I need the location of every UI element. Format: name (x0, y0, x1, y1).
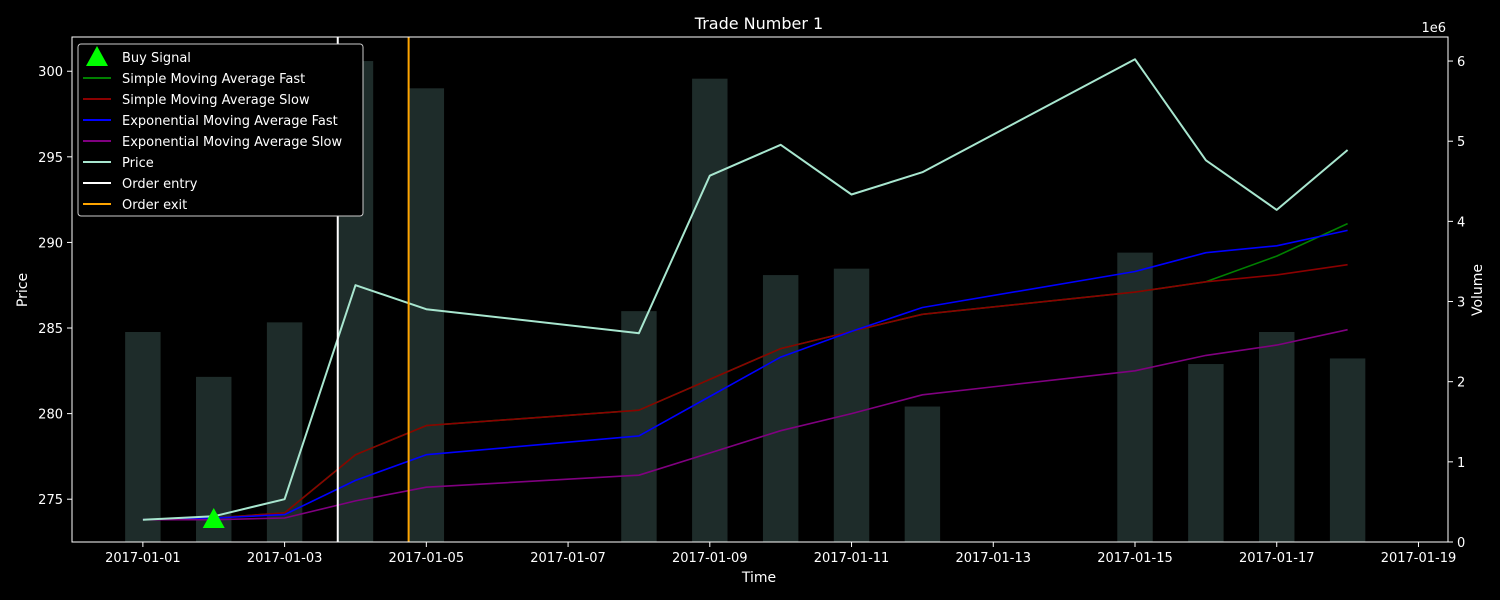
volume-bar (408, 88, 445, 543)
volume-bar (1259, 331, 1295, 542)
legend-box (77, 43, 364, 217)
legend-label: Order entry (122, 177, 198, 192)
x-tick-label: 2017-01-01 (105, 551, 181, 566)
plot-frame (71, 36, 1449, 543)
y-axis-label: Price (15, 273, 31, 307)
chart-title: Trade Number 1 (694, 14, 823, 33)
axes: 2017-01-01 2017-01-03 2017-01-05 2017-01-07… (38, 36, 1465, 566)
volume-bar (1188, 364, 1224, 542)
y2-tick-label: 5 (1457, 135, 1465, 150)
series-line-price (142, 58, 1349, 521)
y-tick-label: 275 (38, 493, 63, 508)
x-tick-label: 2017-01-05 (389, 551, 465, 566)
y2-tick-label: 6 (1457, 55, 1465, 70)
legend-swatch-marker (86, 46, 108, 66)
volume-bar (266, 322, 303, 542)
y-tick-label: 285 (38, 322, 63, 337)
legend-label: Simple Moving Average Fast (122, 72, 305, 87)
y-tick-label: 290 (38, 236, 63, 251)
volume-bar (621, 311, 657, 542)
volume-bar (833, 268, 870, 542)
series-line-exponential-moving-average-fast (142, 229, 1348, 521)
volume-bar (904, 406, 941, 542)
y2-axis-label: Volume (1470, 264, 1486, 316)
y-tick-label: 280 (38, 408, 63, 423)
series-line-exponential-moving-average-slow (142, 328, 1348, 521)
y2-tick-label: 4 (1457, 215, 1465, 230)
volume-bar (125, 331, 161, 542)
x-tick-label: 2017-01-17 (1239, 551, 1315, 566)
legend-label: Simple Moving Average Slow (122, 93, 310, 108)
legend-label: Exponential Moving Average Fast (122, 114, 338, 129)
y2-tick-label: 3 (1457, 296, 1465, 311)
legend-label: Buy Signal (122, 51, 191, 66)
y2-tick-label: 2 (1457, 376, 1465, 391)
volume-bar (692, 78, 728, 542)
y2-tick-label: 0 (1457, 536, 1465, 551)
y-tick-label: 295 (38, 151, 63, 166)
y-tick-label: 300 (38, 65, 63, 80)
x-tick-label: 2017-01-09 (672, 551, 748, 566)
volume-bars (125, 61, 1366, 543)
x-tick-label: 2017-01-11 (814, 551, 890, 566)
volume-bar (762, 275, 799, 542)
series-lines (142, 58, 1349, 521)
x-tick-label: 2017-01-03 (247, 551, 323, 566)
legend-label: Order exit (122, 198, 187, 213)
x-tick-label: 2017-01-13 (955, 551, 1031, 566)
y2-axis-offset-label: 1e6 (1421, 21, 1446, 36)
volume-bar (1117, 252, 1153, 542)
x-tick-label: 2017-01-19 (1381, 551, 1457, 566)
x-tick-label: 2017-01-07 (530, 551, 606, 566)
volume-bar (1329, 358, 1366, 542)
buy-signal-marker (202, 508, 225, 529)
series-line-simple-moving-average-slow (142, 263, 1348, 521)
legend-label: Exponential Moving Average Slow (122, 135, 342, 150)
x-axis-label: Time (741, 570, 776, 586)
legend: Buy Signal Simple Moving Average Fast Simp… (77, 43, 364, 217)
x-tick-label: 2017-01-15 (1097, 551, 1173, 566)
y2-tick-label: 1 (1457, 456, 1465, 471)
legend-label: Price (122, 156, 154, 171)
